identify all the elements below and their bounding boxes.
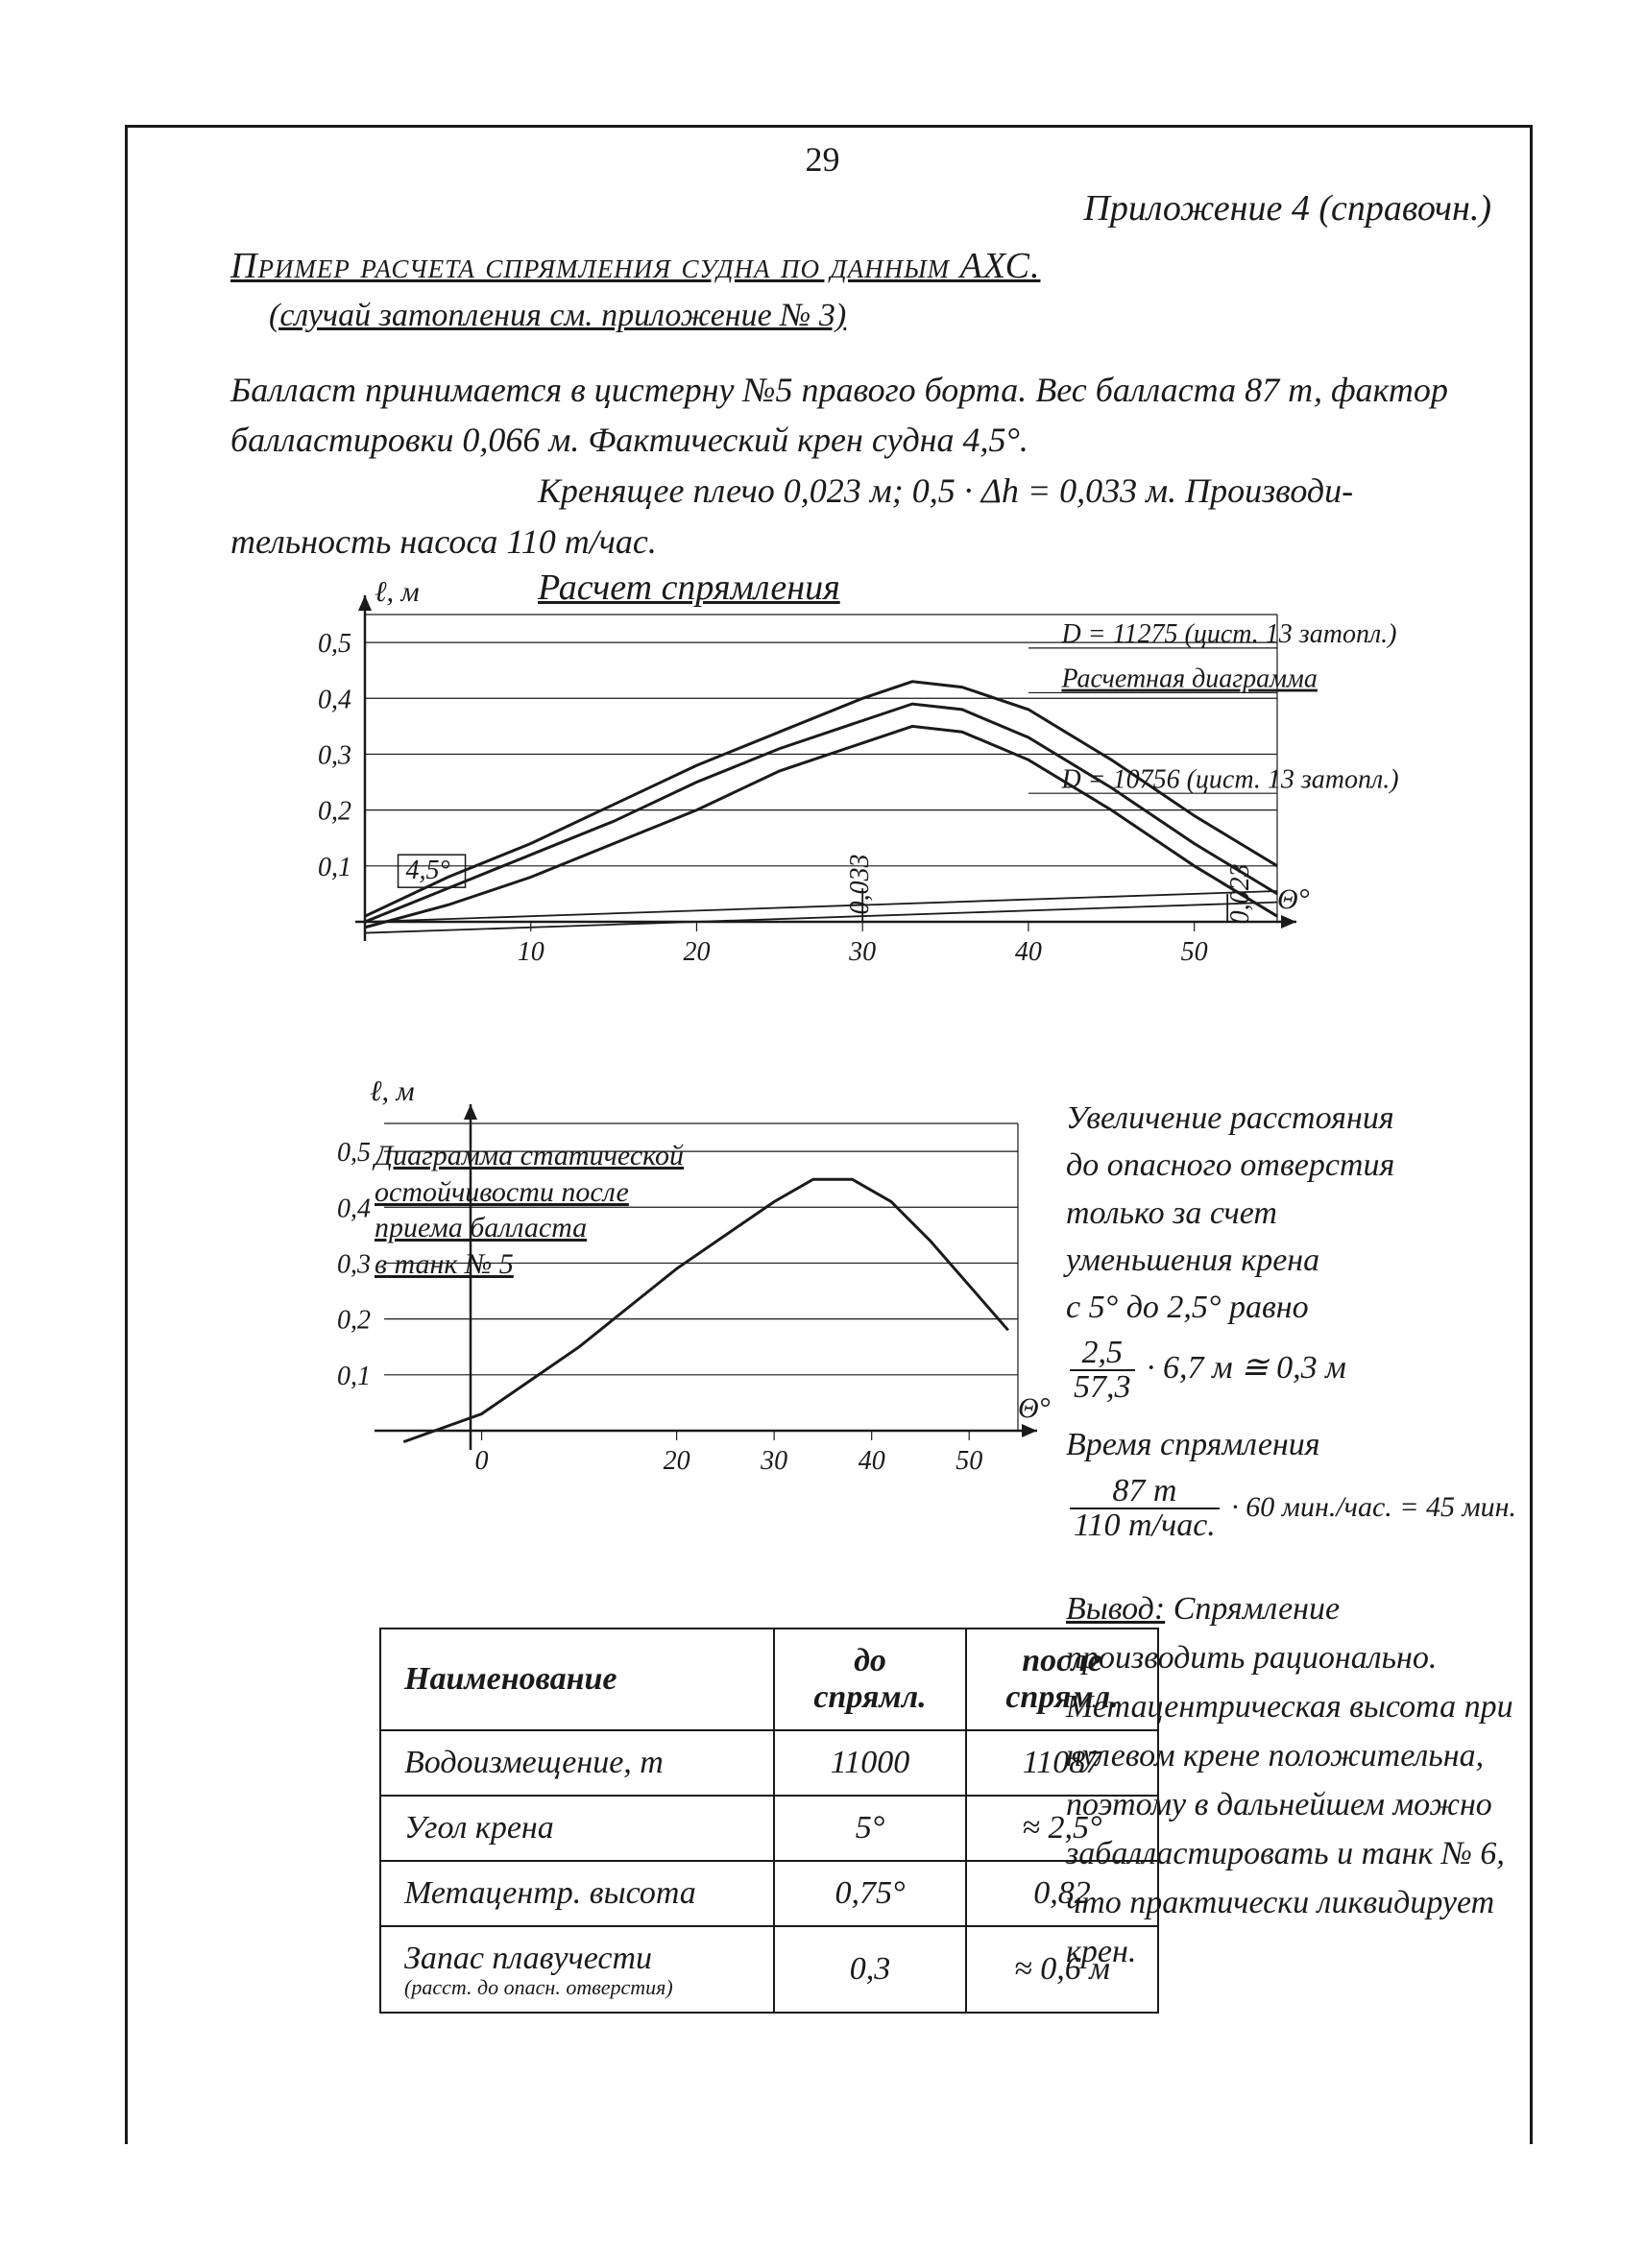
svg-text:D = 10756 (цист. 13 затопл.): D = 10756 (цист. 13 затопл.) xyxy=(1060,764,1398,794)
svg-text:D = 11275 (цист. 13 затопл.): D = 11275 (цист. 13 затопл.) xyxy=(1060,619,1396,649)
results-table: Наименование до спрямл. после спрямл. Во… xyxy=(379,1628,1159,2014)
th-before: до спрямл. xyxy=(774,1629,966,1730)
table-row: Угол крена5°≈ 2,5° xyxy=(380,1796,1158,1861)
svg-text:40: 40 xyxy=(1015,937,1042,967)
paragraph-1: Балласт принимается в цистерну №5 правог… xyxy=(230,365,1498,465)
frac2-den: 110 т/час. xyxy=(1070,1509,1220,1542)
svg-text:0,1: 0,1 xyxy=(318,853,351,882)
svg-text:Расчетная диаграмма: Расчетная диаграмма xyxy=(1060,664,1317,694)
frac1-num: 2,5 xyxy=(1070,1337,1135,1371)
table-row: Запас плавучести(расст. до опасн. отверс… xyxy=(380,1926,1158,2013)
svg-text:50: 50 xyxy=(956,1446,982,1476)
side-l7: Время спрямления xyxy=(1066,1427,1320,1462)
svg-text:0,5: 0,5 xyxy=(318,629,351,659)
page-number: 29 xyxy=(0,139,1645,180)
cell-name: Водоизмещение, т xyxy=(380,1730,774,1796)
chart2-caption-l4: в танк № 5 xyxy=(375,1248,514,1280)
svg-text:20: 20 xyxy=(664,1446,690,1476)
svg-text:30: 30 xyxy=(848,937,876,967)
svg-text:40: 40 xyxy=(859,1446,885,1476)
side-l3: только за счет xyxy=(1066,1195,1277,1231)
page-sheet: 29 Приложение 4 (справочн.) Пример расче… xyxy=(0,0,1645,2268)
svg-text:Θ°: Θ° xyxy=(1018,1392,1051,1424)
svg-text:0,023: 0,023 xyxy=(1225,863,1255,924)
side-text-block: Увеличение расстояния до опасного отверс… xyxy=(1066,1095,1517,1542)
frac1-den: 57,3 xyxy=(1070,1371,1135,1404)
side-l4: уменьшения крена xyxy=(1066,1243,1319,1278)
svg-text:0,2: 0,2 xyxy=(318,797,351,827)
cell-before: 0,75° xyxy=(774,1861,966,1926)
svg-text:4,5°: 4,5° xyxy=(406,856,450,885)
paragraph-3: тельность насоса 110 т/час. xyxy=(230,517,1498,567)
paragraph-2: Кренящее плечо 0,023 м; 0,5 · Δh = 0,033… xyxy=(538,466,1498,516)
svg-text:0,3: 0,3 xyxy=(337,1249,371,1279)
chart2-caption-l1: Диаграмма статической xyxy=(375,1140,684,1171)
cell-before: 5° xyxy=(774,1796,966,1861)
cell-before: 0,3 xyxy=(774,1926,966,2013)
svg-text:0: 0 xyxy=(475,1446,489,1476)
fraction-1: 2,5 57,3 xyxy=(1070,1337,1135,1404)
svg-text:10: 10 xyxy=(518,937,544,967)
chart1-svg: 0,10,20,30,40,51020304050Θ°D = 11275 (ци… xyxy=(278,567,1296,989)
side-l5: с 5° до 2,5° равно xyxy=(1066,1290,1309,1325)
svg-text:0,4: 0,4 xyxy=(318,685,351,714)
svg-text:0,2: 0,2 xyxy=(337,1306,371,1336)
th-name: Наименование xyxy=(380,1629,774,1730)
chart2-caption-l3: приема балласта xyxy=(375,1212,587,1243)
cell-before: 11000 xyxy=(774,1730,966,1796)
table-header-row: Наименование до спрямл. после спрямл. xyxy=(380,1629,1158,1730)
svg-text:0,3: 0,3 xyxy=(318,740,351,770)
side-l1: Увеличение расстояния xyxy=(1066,1100,1394,1136)
cell-name: Метацентр. высота xyxy=(380,1861,774,1926)
chart2-caption-l2: остойчивости после xyxy=(375,1176,629,1208)
side-l6-tail: · 6,7 м ≅ 0,3 м xyxy=(1147,1350,1346,1386)
table-row: Метацентр. высота0,75°0,82 xyxy=(380,1861,1158,1926)
svg-text:0,033: 0,033 xyxy=(845,855,875,915)
svg-text:0,5: 0,5 xyxy=(337,1138,371,1168)
svg-text:0,1: 0,1 xyxy=(337,1362,371,1391)
chart1: 0,10,20,30,40,51020304050Θ°D = 11275 (ци… xyxy=(278,567,1296,989)
side-l8-tail: · 60 мин./час. = 45 мин. xyxy=(1231,1491,1516,1523)
svg-text:20: 20 xyxy=(683,937,710,967)
title-line-2: (случай затопления см. приложение № 3) xyxy=(269,298,846,334)
svg-text:30: 30 xyxy=(760,1446,787,1476)
conclusion-body: Спрямление производить рационально. Мета… xyxy=(1066,1591,1513,1969)
conclusion-block: Вывод: Спрямление производить рациональн… xyxy=(1066,1584,1522,1976)
appendix-label: Приложение 4 (справочн.) xyxy=(1083,187,1491,229)
svg-text:0,4: 0,4 xyxy=(337,1194,371,1223)
conclusion-heading: Вывод: xyxy=(1066,1591,1165,1627)
side-l2: до опасного отверстия xyxy=(1066,1147,1394,1183)
cell-name: Запас плавучести(расст. до опасн. отверс… xyxy=(380,1926,774,2013)
cell-name: Угол крена xyxy=(380,1796,774,1861)
fraction-2: 87 т 110 т/час. xyxy=(1070,1475,1220,1542)
title-line-1: Пример расчета спрямления судна по данны… xyxy=(230,245,1041,287)
svg-text:50: 50 xyxy=(1181,937,1208,967)
svg-text:Θ°: Θ° xyxy=(1277,883,1310,915)
chart2-caption: Диаграмма статической остойчивости после… xyxy=(375,1138,684,1282)
frac2-num: 87 т xyxy=(1070,1475,1220,1509)
table-row: Водоизмещение, т1100011087 xyxy=(380,1730,1158,1796)
